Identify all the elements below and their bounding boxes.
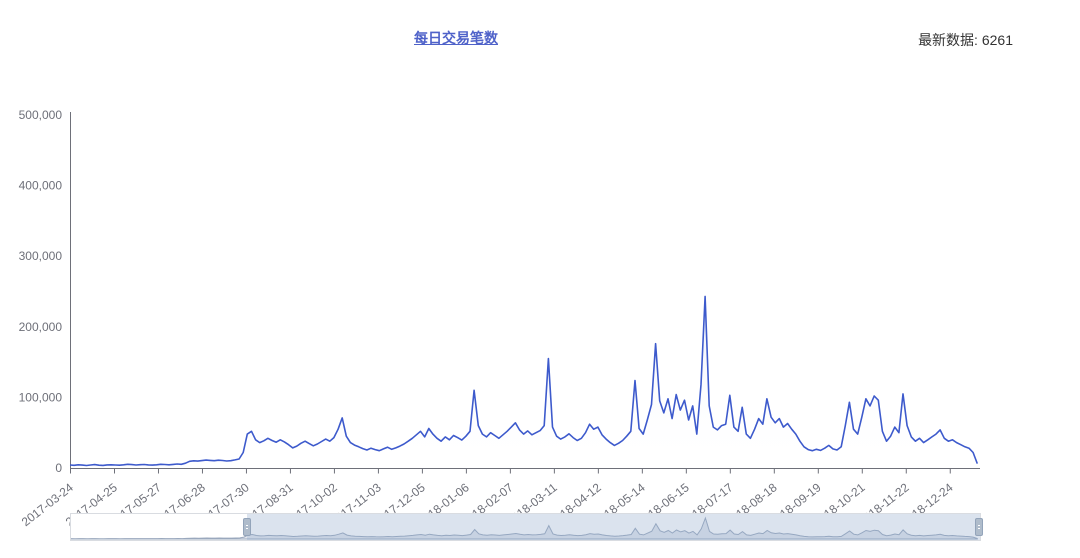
chart-title-link[interactable]: 每日交易笔数 xyxy=(414,30,498,46)
y-tick-label: 200,000 xyxy=(19,320,63,334)
datazoom-shadow-path xyxy=(71,516,978,540)
y-tick-label: 0 xyxy=(55,461,62,475)
datazoom-track[interactable] xyxy=(70,513,983,541)
datazoom-selected-range[interactable] xyxy=(247,514,980,540)
y-tick-label: 500,000 xyxy=(19,108,63,122)
latest-data-label: 最新数据: 6261 xyxy=(918,32,1013,48)
series-area-fill xyxy=(70,296,978,468)
y-tick-label: 100,000 xyxy=(19,390,63,404)
series-line xyxy=(69,295,979,467)
datazoom-right-handle[interactable] xyxy=(975,518,983,536)
datazoom-data-shadow xyxy=(71,516,978,540)
y-tick-label: 300,000 xyxy=(19,249,63,263)
y-tick-label: 400,000 xyxy=(19,179,63,193)
datazoom-left-handle[interactable] xyxy=(243,518,252,536)
